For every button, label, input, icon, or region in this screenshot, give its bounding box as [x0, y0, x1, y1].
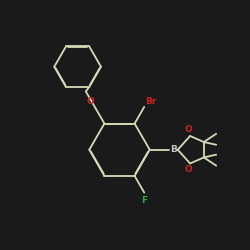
Text: Br: Br — [146, 96, 157, 106]
Text: O: O — [185, 165, 192, 174]
Text: O: O — [86, 97, 94, 106]
Text: O: O — [185, 125, 192, 134]
Text: B: B — [170, 145, 177, 154]
Text: F: F — [141, 196, 147, 205]
